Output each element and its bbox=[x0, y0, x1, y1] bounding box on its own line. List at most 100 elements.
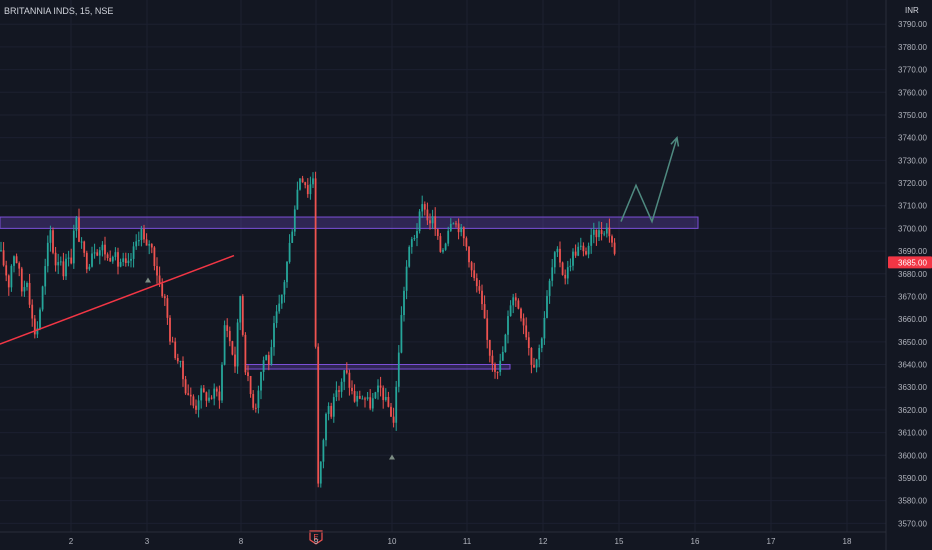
candle-body bbox=[70, 257, 73, 264]
candle-body bbox=[325, 413, 327, 441]
candle-body bbox=[369, 397, 372, 409]
candle-body bbox=[254, 407, 257, 409]
candle-body bbox=[249, 375, 252, 395]
candle-body bbox=[36, 328, 39, 335]
candle-body bbox=[109, 258, 112, 262]
candle-body bbox=[501, 351, 504, 361]
candle-body bbox=[59, 261, 62, 263]
candle-body bbox=[507, 316, 509, 335]
candle-body bbox=[421, 204, 424, 212]
candle-body bbox=[364, 398, 366, 400]
signal-marker bbox=[389, 454, 395, 460]
candle-body bbox=[88, 266, 91, 270]
currency-label[interactable]: INR bbox=[904, 6, 920, 15]
candle-body bbox=[442, 249, 444, 252]
candle-body bbox=[340, 381, 343, 392]
candle-body bbox=[384, 396, 387, 401]
candle-body bbox=[28, 282, 31, 305]
candle-body bbox=[345, 370, 348, 373]
candle-body bbox=[184, 379, 187, 394]
candle-body bbox=[587, 245, 590, 255]
candle-body bbox=[533, 364, 535, 368]
candle-body bbox=[127, 260, 130, 263]
symbol-title[interactable]: BRITANNIA INDS, 15, NSE bbox=[4, 6, 114, 16]
candle-body bbox=[538, 348, 541, 360]
x-tick-label: 2 bbox=[69, 537, 74, 546]
candle-body bbox=[462, 227, 465, 239]
candle-body bbox=[343, 370, 346, 382]
candle-body bbox=[382, 387, 385, 401]
candle-body bbox=[296, 189, 299, 210]
x-tick-label: 10 bbox=[388, 537, 397, 546]
candle-body bbox=[434, 216, 437, 230]
projection-arrow bbox=[620, 137, 678, 224]
candle-body bbox=[499, 360, 502, 372]
trendline bbox=[0, 254, 235, 345]
candle-body bbox=[202, 388, 205, 393]
candle-body bbox=[163, 296, 166, 299]
candle-body bbox=[44, 266, 47, 287]
candle-body bbox=[52, 230, 54, 253]
candle-body bbox=[556, 248, 559, 253]
candle-body bbox=[543, 317, 546, 339]
candle-body bbox=[566, 267, 569, 279]
candle-body bbox=[291, 231, 294, 243]
candle-body bbox=[577, 246, 580, 256]
y-tick-label: 3760.00 bbox=[898, 88, 927, 97]
candle-body bbox=[377, 385, 379, 393]
candle-body bbox=[171, 341, 174, 343]
candle-body bbox=[397, 352, 400, 387]
candle-body bbox=[569, 265, 572, 268]
candle-body bbox=[262, 360, 265, 372]
y-tick-label: 3790.00 bbox=[898, 20, 927, 29]
y-tick-label: 3710.00 bbox=[898, 202, 927, 211]
candle-body bbox=[423, 204, 426, 210]
candle-body bbox=[252, 394, 255, 408]
y-tick-label: 3650.00 bbox=[898, 338, 927, 347]
candle-body bbox=[561, 262, 564, 275]
candle-body bbox=[465, 238, 468, 247]
candle-body bbox=[387, 396, 390, 407]
candle-body bbox=[236, 322, 239, 367]
candle-body bbox=[140, 229, 143, 240]
candle-body bbox=[205, 392, 208, 401]
time-axis[interactable]: 2 3 8 9 10 11 12 15 16 17 18 bbox=[69, 537, 852, 546]
x-tick-label: 12 bbox=[539, 537, 548, 546]
price-axis[interactable]: 3570.00 3580.00 3590.00 3600.00 3610.00 3620.… bbox=[898, 20, 927, 528]
candle-body bbox=[200, 388, 203, 401]
candle-body bbox=[72, 230, 75, 264]
candle-body bbox=[436, 229, 439, 237]
candle-body bbox=[98, 250, 101, 256]
candle-body bbox=[117, 252, 119, 267]
candle-body bbox=[520, 308, 522, 319]
candle-body bbox=[540, 338, 543, 349]
last-price-text: 3685.00 bbox=[898, 258, 927, 267]
candle-body bbox=[49, 230, 52, 243]
candle-body bbox=[582, 245, 585, 252]
candle-body bbox=[403, 290, 405, 316]
candle-body bbox=[106, 254, 109, 259]
y-tick-label: 3680.00 bbox=[898, 270, 927, 279]
candle-body bbox=[33, 318, 36, 335]
candle-body bbox=[104, 244, 106, 255]
candle-body bbox=[135, 241, 138, 247]
candle-body bbox=[101, 244, 104, 251]
candle-body bbox=[176, 357, 179, 362]
candle-body bbox=[517, 300, 520, 309]
candle-body bbox=[132, 246, 135, 259]
candle-body bbox=[486, 318, 489, 340]
candle-body bbox=[158, 275, 161, 284]
candle-body bbox=[182, 360, 184, 380]
candle-body bbox=[613, 242, 616, 254]
candle-body bbox=[553, 252, 556, 268]
candle-body bbox=[439, 236, 442, 252]
candle-body bbox=[80, 241, 83, 243]
candle-body bbox=[455, 223, 457, 225]
candle-body bbox=[122, 258, 125, 262]
candle-body bbox=[13, 256, 15, 266]
candle-body bbox=[314, 178, 317, 347]
candle-body bbox=[119, 261, 122, 267]
candle-body bbox=[223, 325, 226, 365]
candle-body bbox=[130, 258, 132, 261]
